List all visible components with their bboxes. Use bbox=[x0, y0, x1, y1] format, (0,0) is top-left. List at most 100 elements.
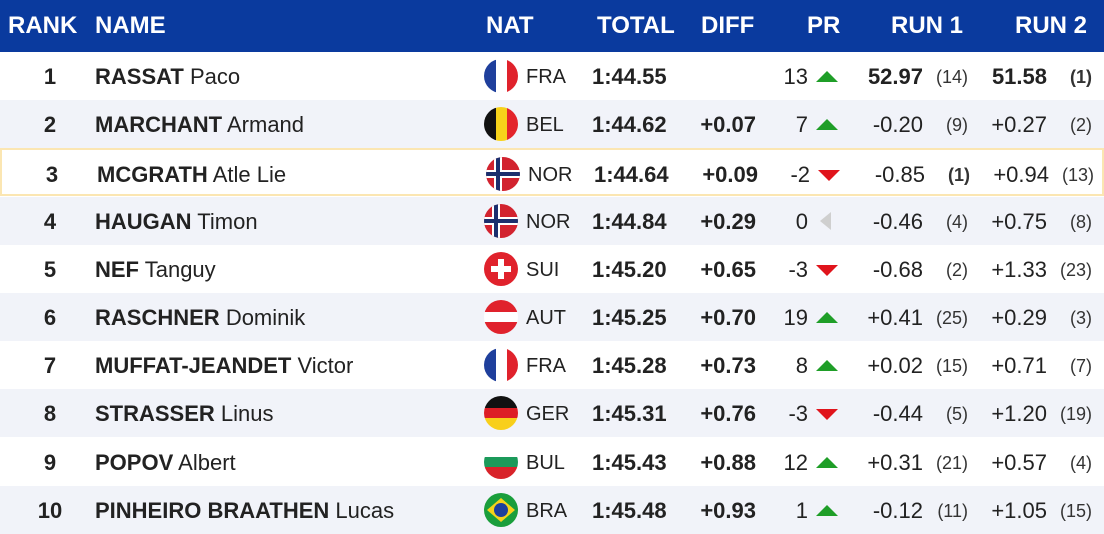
total-time: 1:45.43 bbox=[592, 449, 667, 475]
col-diff-header[interactable]: DIFF bbox=[701, 12, 755, 39]
col-run2-header[interactable]: RUN 2 bbox=[1015, 12, 1088, 39]
col-pr-header[interactable]: PR bbox=[807, 12, 841, 39]
nation-code: BEL bbox=[526, 114, 564, 137]
position-change: 1 bbox=[795, 497, 808, 523]
run2-time: +0.27 bbox=[991, 112, 1047, 138]
run1-time: 52.97 bbox=[867, 64, 923, 89]
position-change: 19 bbox=[783, 305, 808, 330]
run1-rank: (1) bbox=[948, 165, 970, 186]
athlete-name-link[interactable]: RASSAT Paco bbox=[95, 64, 240, 90]
athlete-first-name: Linus bbox=[220, 401, 274, 427]
table-row[interactable]: 3 MCGRATH Atle Lie NOR 1:44.64 +0.09 -2 -0.85 (… bbox=[0, 148, 1104, 197]
rank-cell: 2 bbox=[43, 112, 57, 138]
run1-rank: (25) bbox=[935, 308, 968, 328]
total-time: 1:44.84 bbox=[592, 208, 667, 234]
position-change: 7 bbox=[795, 112, 808, 138]
run2-rank: (3) bbox=[1070, 308, 1092, 328]
athlete-last-name: POPOV bbox=[95, 449, 174, 475]
diff-time: +0.93 bbox=[700, 497, 756, 523]
athlete-name-link[interactable]: PINHEIRO BRAATHEN Lucas bbox=[95, 498, 394, 524]
run1-rank: (9) bbox=[946, 115, 968, 136]
run1-time: -0.46 bbox=[872, 208, 923, 234]
athlete-name-link[interactable]: MUFFAT-JEANDET Victor bbox=[95, 353, 353, 379]
athlete-name-link[interactable]: RASCHNER Dominik bbox=[95, 305, 305, 331]
athlete-last-name: NEF bbox=[95, 256, 139, 282]
run2-time: +1.33 bbox=[991, 256, 1047, 282]
athlete-first-name: Armand bbox=[227, 112, 305, 138]
athlete-first-name: Lucas bbox=[335, 497, 395, 523]
arrow-left-icon bbox=[820, 211, 831, 230]
run1-time: -0.44 bbox=[872, 401, 923, 427]
diff-time: +0.88 bbox=[700, 449, 756, 475]
nation-code: BUL bbox=[526, 451, 565, 474]
table-row[interactable]: 4 HAUGAN Timon NOR 1:44.84 +0.29 0 -0.46 (4) +0.… bbox=[0, 196, 1104, 245]
rank-cell: 6 bbox=[43, 305, 57, 330]
athlete-name-link[interactable]: HAUGAN Timon bbox=[95, 209, 258, 235]
run2-rank: (7) bbox=[1070, 356, 1092, 377]
run1-rank: (4) bbox=[946, 211, 968, 232]
position-change: -3 bbox=[788, 401, 808, 427]
table-row[interactable]: 2 MARCHANT Armand BEL 1:44.62 +0.07 7 -0.20 (9)… bbox=[0, 100, 1104, 149]
run1-time: +0.31 bbox=[867, 449, 923, 475]
athlete-last-name: MUFFAT-JEANDET bbox=[95, 353, 292, 379]
table-row[interactable]: 7 MUFFAT-JEANDET Victor FRA 1:45.28 +0.73 8 +0… bbox=[0, 341, 1104, 389]
col-run1-header[interactable]: RUN 1 bbox=[891, 12, 964, 39]
col-rank-header[interactable]: RANK bbox=[8, 12, 78, 39]
athlete-first-name: Dominik bbox=[225, 305, 306, 330]
athlete-last-name: MCGRATH bbox=[97, 162, 208, 188]
run1-rank: (11) bbox=[937, 500, 968, 521]
diff-time: +0.29 bbox=[700, 208, 756, 234]
col-total-header[interactable]: TOTAL bbox=[597, 12, 675, 39]
table-row[interactable]: 8 STRASSER Linus GER 1:45.31 +0.76 -3 -0.44 (5)… bbox=[0, 389, 1104, 438]
diff-time: +0.70 bbox=[700, 305, 756, 330]
athlete-last-name: MARCHANT bbox=[95, 112, 223, 138]
athlete-name-link[interactable]: NEF Tanguy bbox=[95, 257, 216, 283]
rank-cell: 9 bbox=[43, 449, 57, 475]
table-header: RANK NAME NAT TOTAL DIFF PR RUN 1 RUN 2 bbox=[0, 0, 1104, 52]
run2-time: +0.75 bbox=[991, 208, 1047, 234]
table-row[interactable]: 1 RASSAT Paco FRA 1:44.55 13 52.97 (14) 51.58 (1… bbox=[0, 52, 1104, 100]
run2-time: +1.20 bbox=[991, 401, 1047, 427]
athlete-name-link[interactable]: STRASSER Linus bbox=[95, 401, 274, 427]
athlete-name-link[interactable]: POPOV Albert bbox=[95, 450, 236, 476]
flag-aut-icon bbox=[484, 300, 518, 334]
total-time: 1:45.48 bbox=[592, 497, 667, 523]
total-time: 1:45.20 bbox=[592, 256, 667, 282]
total-time: 1:45.31 bbox=[592, 401, 667, 427]
rank-cell: 3 bbox=[45, 162, 59, 188]
table-row[interactable]: 10 PINHEIRO BRAATHEN Lucas BRA 1:45.48 +0.93… bbox=[0, 485, 1104, 534]
total-time: 1:45.25 bbox=[592, 305, 667, 330]
run2-time: 51.58 bbox=[991, 64, 1047, 89]
total-time: 1:45.28 bbox=[592, 353, 667, 379]
position-change: -2 bbox=[790, 162, 810, 188]
col-nat-header[interactable]: NAT bbox=[486, 12, 534, 39]
arrow-up-icon bbox=[816, 360, 838, 372]
run1-rank: (21) bbox=[935, 452, 968, 473]
table-row[interactable]: 5 NEF Tanguy SUI 1:45.20 +0.65 -3 -0.68 (2) +1.3… bbox=[0, 245, 1104, 293]
flag-fra-icon bbox=[484, 348, 518, 383]
nation-code: NOR bbox=[526, 210, 571, 233]
diff-time: +0.65 bbox=[700, 256, 756, 282]
run1-time: -0.12 bbox=[872, 497, 923, 523]
nation-code: NOR bbox=[528, 164, 573, 187]
athlete-first-name: Albert bbox=[178, 449, 236, 475]
table-row[interactable]: 9 POPOV Albert BUL 1:45.43 +0.88 12 +0.31 (21) +… bbox=[0, 438, 1104, 486]
athlete-name-link[interactable]: MARCHANT Armand bbox=[95, 112, 304, 138]
athlete-last-name: RASSAT bbox=[95, 64, 184, 89]
rank-cell: 5 bbox=[43, 256, 57, 282]
nation-code: GER bbox=[526, 403, 570, 426]
athlete-name-link[interactable]: MCGRATH Atle Lie bbox=[97, 162, 286, 188]
run2-rank: (23) bbox=[1059, 259, 1092, 280]
position-change: -3 bbox=[788, 256, 808, 282]
flag-bel-icon bbox=[484, 107, 518, 142]
run1-rank: (14) bbox=[935, 67, 968, 87]
arrow-up-icon bbox=[816, 71, 838, 82]
nation-code: FRA bbox=[526, 66, 566, 88]
flag-bra-icon bbox=[484, 492, 518, 527]
total-time: 1:44.62 bbox=[592, 112, 667, 138]
col-name-header[interactable]: NAME bbox=[95, 12, 166, 39]
run1-rank: (15) bbox=[935, 356, 968, 377]
table-row[interactable]: 6 RASCHNER Dominik AUT 1:45.25 +0.70 19 +0.41 (… bbox=[0, 293, 1104, 341]
run2-time: +0.71 bbox=[991, 353, 1047, 379]
run1-time: +0.02 bbox=[867, 353, 923, 379]
